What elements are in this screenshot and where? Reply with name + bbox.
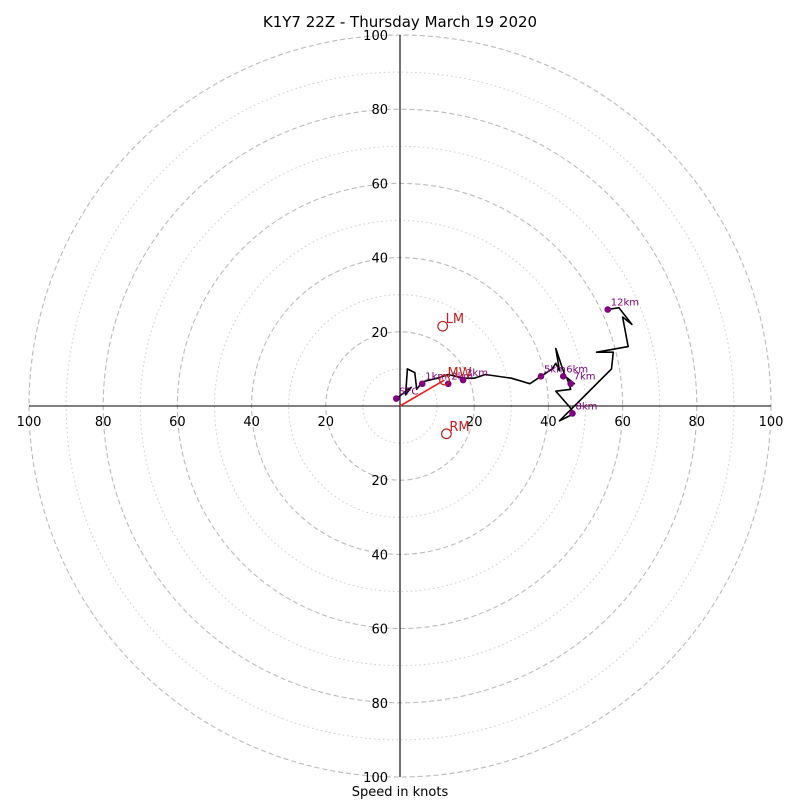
height-marker-point bbox=[569, 410, 576, 417]
x-tick-label: 60 bbox=[169, 415, 186, 430]
storm-motion-marker bbox=[439, 374, 450, 386]
x-tick-label: 40 bbox=[540, 415, 557, 430]
y-tick-label: 100 bbox=[363, 771, 388, 786]
chart-title: K1Y7 22Z - Thursday March 19 2020 bbox=[263, 13, 537, 31]
x-tick-label: 80 bbox=[95, 415, 112, 430]
storm-motion-label: MW bbox=[448, 366, 472, 381]
storm-motion-marker bbox=[437, 320, 449, 332]
x-tick-label: 100 bbox=[17, 415, 42, 430]
height-marker-point bbox=[559, 373, 567, 380]
x-tick-label: 40 bbox=[243, 415, 260, 430]
height-marker-label: SFC bbox=[399, 387, 418, 398]
x-tick-label: 60 bbox=[614, 415, 631, 430]
height-marker-label: 1km bbox=[425, 372, 447, 383]
height-marker-label: 5km bbox=[544, 364, 566, 375]
y-tick-label: 100 bbox=[363, 29, 388, 44]
x-tick-label: 20 bbox=[318, 415, 335, 430]
height-marker-point bbox=[567, 380, 574, 388]
x-tick-label: 80 bbox=[689, 415, 706, 430]
shear-vector bbox=[399, 379, 445, 407]
height-marker-point bbox=[418, 380, 426, 388]
height-marker-label: 6km bbox=[566, 364, 588, 375]
height-marker-point bbox=[459, 376, 467, 384]
y-tick-label: 60 bbox=[371, 177, 388, 192]
y-tick-label: 20 bbox=[371, 474, 388, 489]
x-tick-label: 20 bbox=[466, 415, 483, 430]
y-tick-label: 60 bbox=[371, 623, 388, 638]
height-marker-point bbox=[392, 395, 400, 402]
height-markers: SFC1km2km3km5km6km7km8km12km bbox=[392, 298, 639, 417]
x-tick-label: 100 bbox=[759, 415, 784, 430]
storm-motion-markers: LM MW RM bbox=[437, 312, 472, 440]
y-tick-label: 40 bbox=[371, 548, 388, 563]
height-marker-label: 3km bbox=[466, 368, 488, 379]
y-tick-label: 20 bbox=[371, 326, 388, 341]
tick-labels: 100 80 60 40 20 20 40 60 80 100 100 80 60 40 20 20 40 60 8… bbox=[17, 29, 784, 786]
y-tick-label: 40 bbox=[371, 252, 388, 267]
y-tick-label: 80 bbox=[371, 697, 388, 712]
height-marker-label: 7km bbox=[574, 372, 596, 383]
height-marker-point bbox=[537, 373, 545, 380]
x-axis-label: Speed in knots bbox=[352, 785, 449, 800]
storm-motion-label: RM bbox=[449, 420, 469, 435]
storm-motion-label: LM bbox=[446, 312, 464, 327]
y-tick-label: 80 bbox=[371, 103, 388, 118]
height-marker-label: 8km bbox=[576, 401, 598, 412]
height-marker-point bbox=[604, 306, 612, 313]
storm-motion-marker bbox=[440, 428, 452, 440]
height-marker-label: 12km bbox=[611, 298, 639, 309]
